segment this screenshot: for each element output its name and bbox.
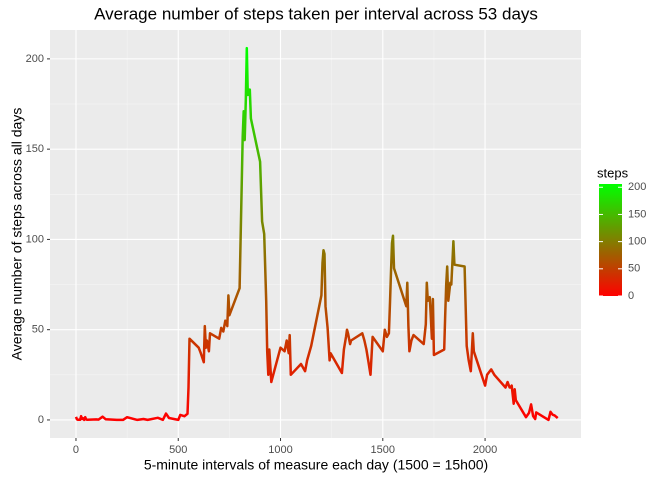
x-tick-label: 500 — [169, 444, 187, 456]
data-line — [74, 46, 559, 422]
colorbar-label: 150 — [628, 208, 646, 220]
x-tick-label: 2000 — [473, 444, 497, 456]
y-tick-label: 200 — [26, 53, 44, 65]
y-tick-label: 100 — [26, 233, 44, 245]
colorbar — [599, 184, 622, 296]
legend-title: steps — [597, 165, 629, 180]
plot-panel — [50, 30, 581, 438]
y-tick-label: 150 — [26, 143, 44, 155]
x-tick-label: 1000 — [268, 444, 292, 456]
y-axis-title: Average number of steps across all days — [9, 108, 25, 361]
x-axis-title: 5-minute intervals of measure each day (… — [144, 457, 488, 473]
colorbar-label: 200 — [628, 181, 646, 193]
y-tick-label: 50 — [32, 324, 44, 336]
x-tick-label: 1500 — [371, 444, 395, 456]
colorbar-label: 100 — [628, 236, 646, 248]
y-tick-label: 0 — [38, 414, 44, 426]
colorbar-label: 50 — [628, 263, 640, 275]
x-tick-label: 0 — [73, 444, 79, 456]
colorbar-label: 0 — [628, 290, 634, 302]
chart-title: Average number of steps taken per interv… — [94, 4, 538, 23]
